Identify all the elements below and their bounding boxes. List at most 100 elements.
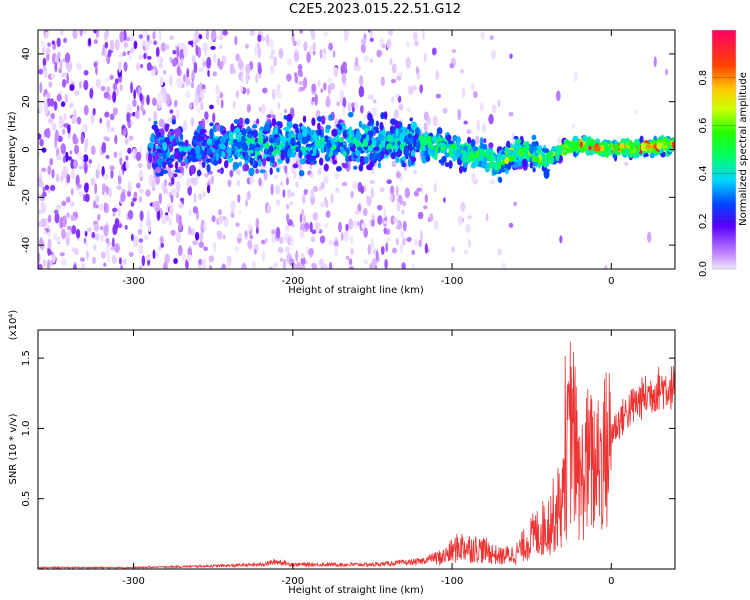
heatmap-cell <box>545 160 550 167</box>
heatmap-cell <box>380 245 385 255</box>
heatmap-cell <box>508 111 514 117</box>
heatmap-cell <box>174 99 178 108</box>
heatmap-cell <box>373 146 380 152</box>
heatmap-cell <box>363 259 369 265</box>
heatmap-cell <box>287 188 292 199</box>
heatmap-cell <box>255 226 259 235</box>
heatmap-cell <box>173 258 178 265</box>
heatmap-cell <box>273 175 278 180</box>
heatmap-cell <box>108 187 112 198</box>
heatmap-cell <box>508 149 515 156</box>
heatmap-cell <box>132 149 136 159</box>
heatmap-cell <box>198 120 203 126</box>
heatmap-cell <box>67 61 73 72</box>
heatmap-cell <box>435 70 440 80</box>
heatmap-cell <box>331 128 338 137</box>
heatmap-cell <box>311 117 316 126</box>
heatmap-cell <box>190 165 195 169</box>
heatmap-cell <box>252 129 258 139</box>
colorbar-label: Normalized spectral amplitude <box>738 72 749 226</box>
heatmap-cell <box>195 145 201 155</box>
heatmap-cell <box>489 161 493 169</box>
heatmap-cell <box>179 133 184 141</box>
heatmap-cell <box>296 140 301 146</box>
heatmap-cell <box>401 156 407 162</box>
heatmap-cell <box>375 120 380 127</box>
heatmap-cell <box>586 139 591 147</box>
heatmap-cell <box>226 260 231 269</box>
heatmap-cell <box>136 104 140 112</box>
heatmap-cell <box>277 246 284 254</box>
heatmap-cell <box>419 230 423 242</box>
heatmap-cell <box>384 258 388 269</box>
heatmap-cell <box>422 146 427 152</box>
heatmap-cell <box>383 208 387 218</box>
heatmap-cell <box>109 74 114 80</box>
heatmap-cell <box>400 243 403 255</box>
heatmap-cell <box>146 55 152 60</box>
heatmap-cell <box>148 153 153 163</box>
heatmap-cell <box>183 45 188 58</box>
heatmap-cell <box>237 59 244 70</box>
heatmap-cell <box>299 30 304 34</box>
heatmap-cell <box>298 71 304 78</box>
heatmap-cell <box>105 185 109 195</box>
heatmap-cell <box>241 143 249 152</box>
heatmap-cell <box>375 250 379 263</box>
heatmap-cell <box>286 115 292 122</box>
heatmap-cell <box>448 160 453 169</box>
heatmap-cell <box>443 197 446 203</box>
heatmap-cell <box>67 156 72 161</box>
heatmap-cell <box>287 149 292 159</box>
heatmap-cell <box>152 31 156 40</box>
heatmap-cell <box>321 115 326 125</box>
heatmap-cell <box>656 142 663 150</box>
heatmap-cell <box>211 215 216 223</box>
heatmap-cell <box>252 260 256 269</box>
heatmap-cell <box>78 165 85 170</box>
heatmap-cell <box>54 62 58 73</box>
heatmap-cell <box>413 170 417 175</box>
heatmap-cell <box>391 63 397 74</box>
heatmap-cell <box>323 175 329 185</box>
heatmap-cell <box>123 127 127 137</box>
heatmap-cell <box>72 30 78 40</box>
heatmap-cell <box>268 145 274 153</box>
heatmap-cell <box>49 260 54 267</box>
heatmap-cell <box>62 128 66 135</box>
heatmap-cell <box>340 232 344 241</box>
heatmap-cell <box>370 187 374 199</box>
heatmap-cell <box>186 253 193 263</box>
heatmap-cell <box>39 237 44 249</box>
heatmap-cell <box>107 253 111 263</box>
heatmap-cell <box>336 101 341 107</box>
y-tick-label: 1.5 <box>21 350 32 366</box>
heatmap-cell <box>84 182 89 193</box>
heatmap-cell <box>217 169 223 173</box>
heatmap-cell <box>326 95 330 106</box>
heatmap-cell <box>92 107 96 116</box>
heatmap-cell <box>56 237 61 243</box>
heatmap-cell <box>353 220 358 228</box>
heatmap-cell <box>138 195 143 203</box>
heatmap-cell <box>49 98 55 107</box>
heatmap-cell <box>299 86 306 91</box>
heatmap-cell <box>103 202 107 213</box>
heatmap-cell <box>178 154 184 158</box>
heatmap-cell <box>40 40 45 47</box>
heatmap-cell <box>351 137 358 146</box>
heatmap-cell <box>312 212 319 221</box>
heatmap-cell <box>236 141 243 150</box>
heatmap-cell <box>212 125 217 133</box>
heatmap-cell <box>304 222 310 230</box>
heatmap-cell <box>143 234 149 241</box>
heatmap-cell <box>529 162 534 169</box>
heatmap-cell <box>450 143 456 149</box>
heatmap-cell <box>458 165 463 174</box>
heatmap-cell <box>438 159 443 164</box>
heatmap-cell <box>630 141 634 152</box>
heatmap-cell <box>180 57 184 67</box>
heatmap-cell <box>475 135 480 145</box>
heatmap-cell <box>639 135 644 145</box>
